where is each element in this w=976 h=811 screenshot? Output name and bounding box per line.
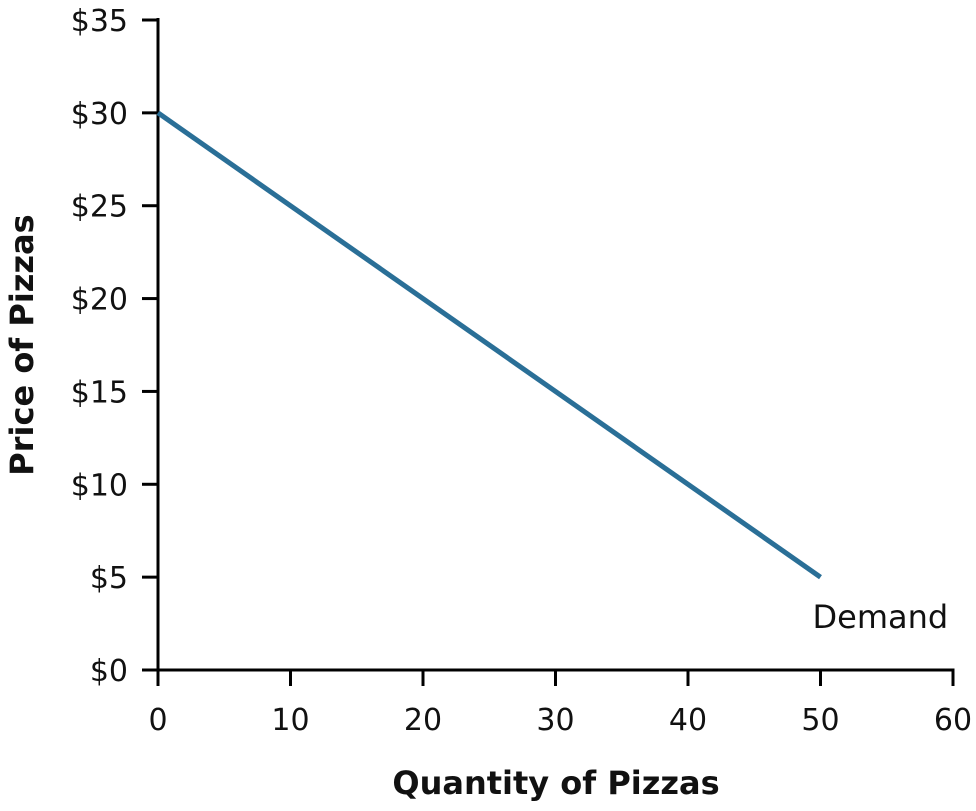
axes	[156, 18, 955, 672]
x-tick-label: 30	[536, 703, 574, 738]
y-axis-title: Price of Pizzas	[3, 214, 41, 475]
y-tick-label: $25	[71, 190, 128, 225]
demand-line	[156, 110, 822, 580]
x-tick-label: 0	[148, 703, 167, 738]
y-ticks: $0 $5 $10 $15 $20 $25 $30 $35	[71, 4, 158, 689]
series-layer: Demand	[156, 110, 949, 636]
x-tick-label: 40	[669, 703, 707, 738]
x-tick-label: 60	[934, 703, 972, 738]
x-tick-label: 10	[271, 703, 309, 738]
y-tick-label: $0	[90, 654, 128, 689]
y-tick-label: $20	[71, 283, 128, 318]
x-ticks: 0 10 20 30 40 50 60	[148, 670, 972, 738]
y-tick-label: $35	[71, 4, 128, 39]
x-tick-label: 50	[801, 703, 839, 738]
y-tick-label: $30	[71, 97, 128, 132]
x-axis-title: Quantity of Pizzas	[392, 764, 719, 802]
y-tick-label: $15	[71, 375, 128, 410]
demand-label: Demand	[813, 598, 949, 636]
y-tick-label: $5	[90, 561, 128, 596]
x-tick-label: 20	[404, 703, 442, 738]
y-tick-label: $10	[71, 468, 128, 503]
